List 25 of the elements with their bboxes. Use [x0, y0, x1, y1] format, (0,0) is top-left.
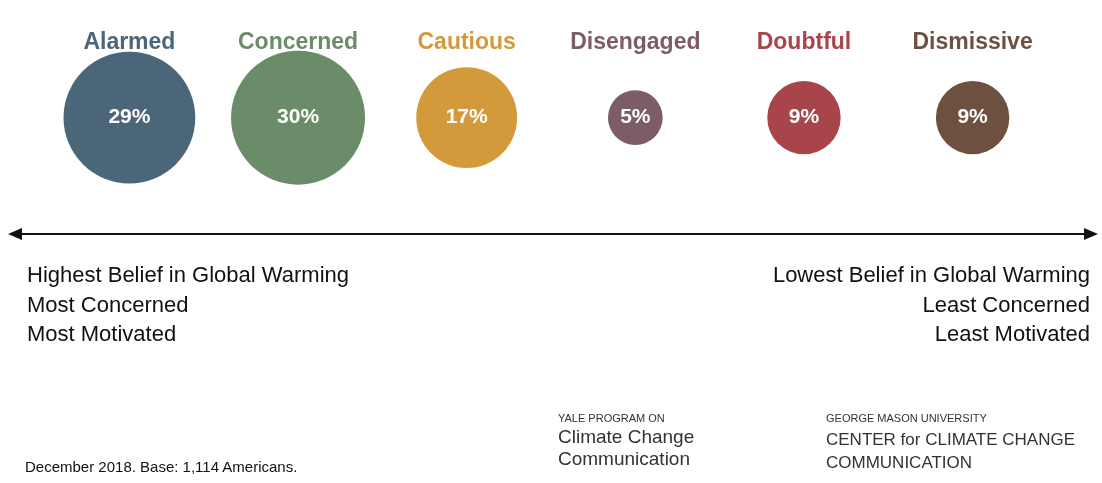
text: Lowest Belief in Global Warming — [772, 262, 1090, 288]
text: Highest Belief in Global Warming — [27, 262, 349, 288]
data-label: 29% — [108, 104, 151, 128]
text: Most Concerned — [27, 292, 189, 318]
data-label: 9% — [957, 104, 989, 128]
category-label: Dismissive — [912, 27, 1033, 54]
category-label: Cautious — [417, 27, 516, 54]
text: GEORGE MASON UNIVERSITY — [826, 412, 987, 424]
text: CENTER for CLIMATE CHANGE — [826, 430, 1076, 450]
text: Communication — [558, 448, 690, 470]
text: Least Motivated — [934, 321, 1090, 347]
text: Least Concerned — [922, 292, 1090, 318]
data-label: 17% — [445, 104, 489, 128]
data-label: 9% — [788, 104, 820, 128]
category-label: Doubtful — [756, 27, 852, 54]
category-label: Concerned — [237, 27, 359, 54]
data-label: 5% — [620, 104, 651, 128]
text: Most Motivated — [27, 321, 177, 347]
text: December 2018. Base: 1,114 Americans. — [25, 458, 298, 475]
text: Climate Change — [558, 426, 695, 448]
category-label: Disengaged — [570, 27, 701, 54]
text: YALE PROGRAM ON — [558, 412, 665, 424]
data-label: 30% — [277, 104, 320, 128]
category-label: Alarmed — [83, 27, 176, 54]
text: COMMUNICATION — [826, 453, 973, 473]
